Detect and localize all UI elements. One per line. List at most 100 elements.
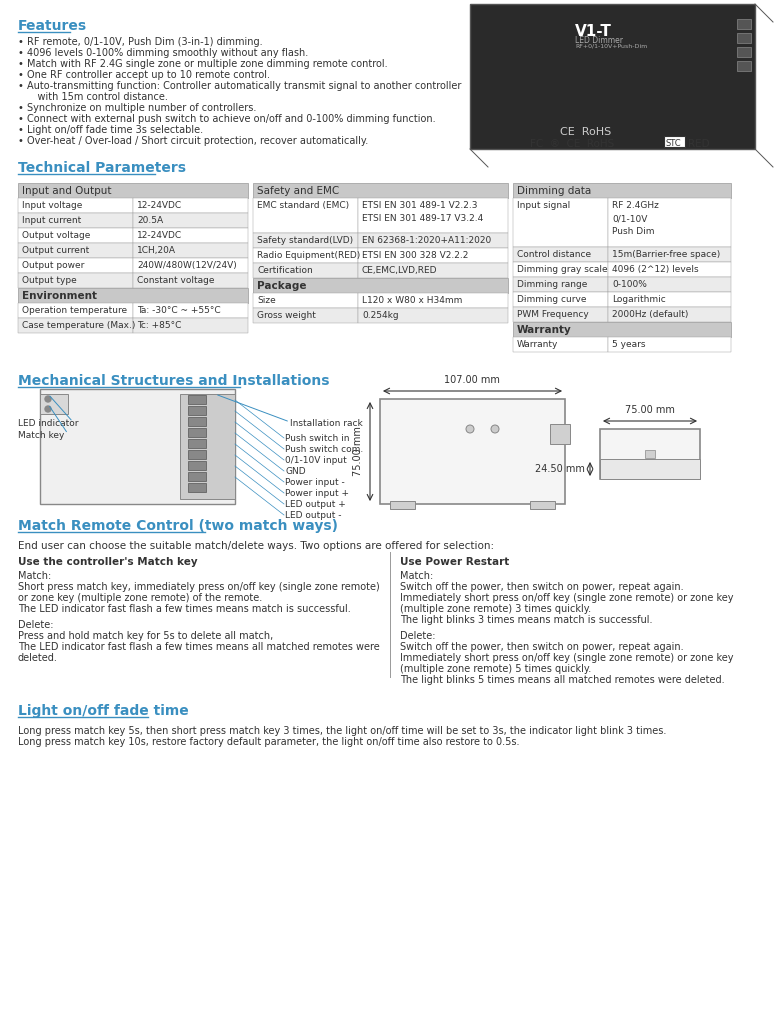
Text: or zone key (multiple zone remote) of the remote.: or zone key (multiple zone remote) of th… xyxy=(18,593,262,603)
Text: RF 2.4GHz: RF 2.4GHz xyxy=(612,201,659,210)
Bar xyxy=(133,258,248,273)
Bar xyxy=(358,293,508,308)
Text: Safety and EMC: Safety and EMC xyxy=(257,186,339,196)
Bar xyxy=(737,19,751,29)
Bar xyxy=(188,428,206,437)
Text: Installation rack: Installation rack xyxy=(290,419,362,428)
Bar xyxy=(513,292,608,307)
Text: • Over-heat / Over-load / Short circuit protection, recover automatically.: • Over-heat / Over-load / Short circuit … xyxy=(18,136,369,146)
Text: Immediately short press on/off key (single zone remote) or zone key: Immediately short press on/off key (sing… xyxy=(400,653,733,663)
Circle shape xyxy=(45,406,51,412)
Text: 5 years: 5 years xyxy=(612,340,646,349)
Bar xyxy=(645,450,655,458)
Bar xyxy=(18,243,133,258)
Text: GND: GND xyxy=(285,467,305,476)
Text: 75.00 mm: 75.00 mm xyxy=(625,406,675,415)
Bar xyxy=(737,61,751,71)
Text: The light blinks 5 times means all matched remotes were deleted.: The light blinks 5 times means all match… xyxy=(400,675,725,685)
Text: Output voltage: Output voltage xyxy=(22,231,91,240)
Bar xyxy=(253,183,508,198)
Bar xyxy=(133,228,248,243)
Bar xyxy=(188,406,206,415)
Text: Delete:: Delete: xyxy=(400,631,436,641)
Bar xyxy=(18,183,248,198)
Text: Light on/off fade time: Light on/off fade time xyxy=(18,705,189,718)
Text: Input signal: Input signal xyxy=(517,201,570,210)
Bar xyxy=(550,424,570,444)
Bar xyxy=(513,262,608,278)
Bar xyxy=(133,303,248,318)
Text: 107.00 mm: 107.00 mm xyxy=(444,375,500,385)
Bar xyxy=(608,198,731,247)
Text: 15m(Barrier-free space): 15m(Barrier-free space) xyxy=(612,250,720,259)
Bar xyxy=(358,308,508,323)
Text: 0.254kg: 0.254kg xyxy=(362,311,398,319)
Bar xyxy=(18,258,133,273)
Text: End user can choose the suitable match/delete ways. Two options are offered for : End user can choose the suitable match/d… xyxy=(18,541,494,551)
Bar xyxy=(253,248,358,263)
Text: 12-24VDC: 12-24VDC xyxy=(137,231,182,240)
Bar xyxy=(18,213,133,228)
Bar xyxy=(18,273,133,288)
Text: Gross weight: Gross weight xyxy=(257,311,316,319)
Text: FC  ®  CE  RoHS: FC ® CE RoHS xyxy=(530,139,614,150)
Text: V1-T: V1-T xyxy=(575,24,612,39)
Bar xyxy=(513,307,608,322)
Text: Warranty: Warranty xyxy=(517,325,572,335)
Text: Delete:: Delete: xyxy=(18,620,54,630)
Text: Switch off the power, then switch on power, repeat again.: Switch off the power, then switch on pow… xyxy=(400,642,683,652)
Text: Features: Features xyxy=(18,19,87,33)
Text: ETSI EN 300 328 V2.2.2: ETSI EN 300 328 V2.2.2 xyxy=(362,251,469,260)
Text: Dimming curve: Dimming curve xyxy=(517,295,587,304)
Bar xyxy=(18,198,133,213)
Bar xyxy=(513,198,608,247)
Text: • Connect with external push switch to achieve on/off and 0-100% dimming functio: • Connect with external push switch to a… xyxy=(18,114,436,124)
Bar xyxy=(608,262,731,278)
Text: Power input -: Power input - xyxy=(285,478,344,487)
Bar xyxy=(18,318,133,333)
Text: The LED indicator fast flash a few times means match is successful.: The LED indicator fast flash a few times… xyxy=(18,604,351,614)
Bar xyxy=(253,263,358,278)
Bar xyxy=(513,278,608,292)
Bar xyxy=(188,439,206,449)
Text: Output power: Output power xyxy=(22,261,84,270)
Bar xyxy=(358,198,508,233)
Bar xyxy=(513,247,608,262)
Text: Input current: Input current xyxy=(22,216,81,225)
Text: Push Dim: Push Dim xyxy=(612,227,654,236)
Text: Constant voltage: Constant voltage xyxy=(137,276,215,285)
Text: 75.00 mm: 75.00 mm xyxy=(353,426,363,476)
Bar xyxy=(188,483,206,492)
Text: Match:: Match: xyxy=(400,571,433,581)
Bar xyxy=(133,243,248,258)
Text: STC: STC xyxy=(665,139,680,148)
Text: EN 62368-1:2020+A11:2020: EN 62368-1:2020+A11:2020 xyxy=(362,236,491,245)
Text: 1CH,20A: 1CH,20A xyxy=(137,246,176,255)
Text: ETSI EN 301 489-1 V2.2.3: ETSI EN 301 489-1 V2.2.3 xyxy=(362,201,477,210)
Bar xyxy=(608,307,731,322)
Bar xyxy=(664,136,685,147)
Bar xyxy=(188,461,206,470)
Bar xyxy=(608,247,731,262)
Text: L120 x W80 x H34mm: L120 x W80 x H34mm xyxy=(362,296,462,305)
Text: RED: RED xyxy=(688,139,710,150)
Text: Switch off the power, then switch on power, repeat again.: Switch off the power, then switch on pow… xyxy=(400,582,683,592)
Bar xyxy=(253,278,508,293)
Text: Safety standard(LVD): Safety standard(LVD) xyxy=(257,236,353,245)
Bar xyxy=(253,198,358,233)
Text: 0/1-10V: 0/1-10V xyxy=(612,214,647,223)
Text: Match Remote Control (two match ways): Match Remote Control (two match ways) xyxy=(18,519,338,534)
Text: • Light on/off fade time 3s selectable.: • Light on/off fade time 3s selectable. xyxy=(18,125,203,135)
Bar xyxy=(513,337,608,352)
Text: LED output +: LED output + xyxy=(285,500,346,509)
Text: Environment: Environment xyxy=(22,291,97,301)
Text: Power input +: Power input + xyxy=(285,489,349,498)
Text: ETSI EN 301 489-17 V3.2.4: ETSI EN 301 489-17 V3.2.4 xyxy=(362,214,483,223)
Text: 20.5A: 20.5A xyxy=(137,216,163,225)
Bar xyxy=(380,399,565,504)
Text: Ta: -30°C ~ +55°C: Ta: -30°C ~ +55°C xyxy=(137,306,220,315)
Text: 12-24VDC: 12-24VDC xyxy=(137,201,182,210)
Bar xyxy=(188,417,206,426)
Text: Technical Parameters: Technical Parameters xyxy=(18,161,186,175)
Bar xyxy=(470,4,755,150)
